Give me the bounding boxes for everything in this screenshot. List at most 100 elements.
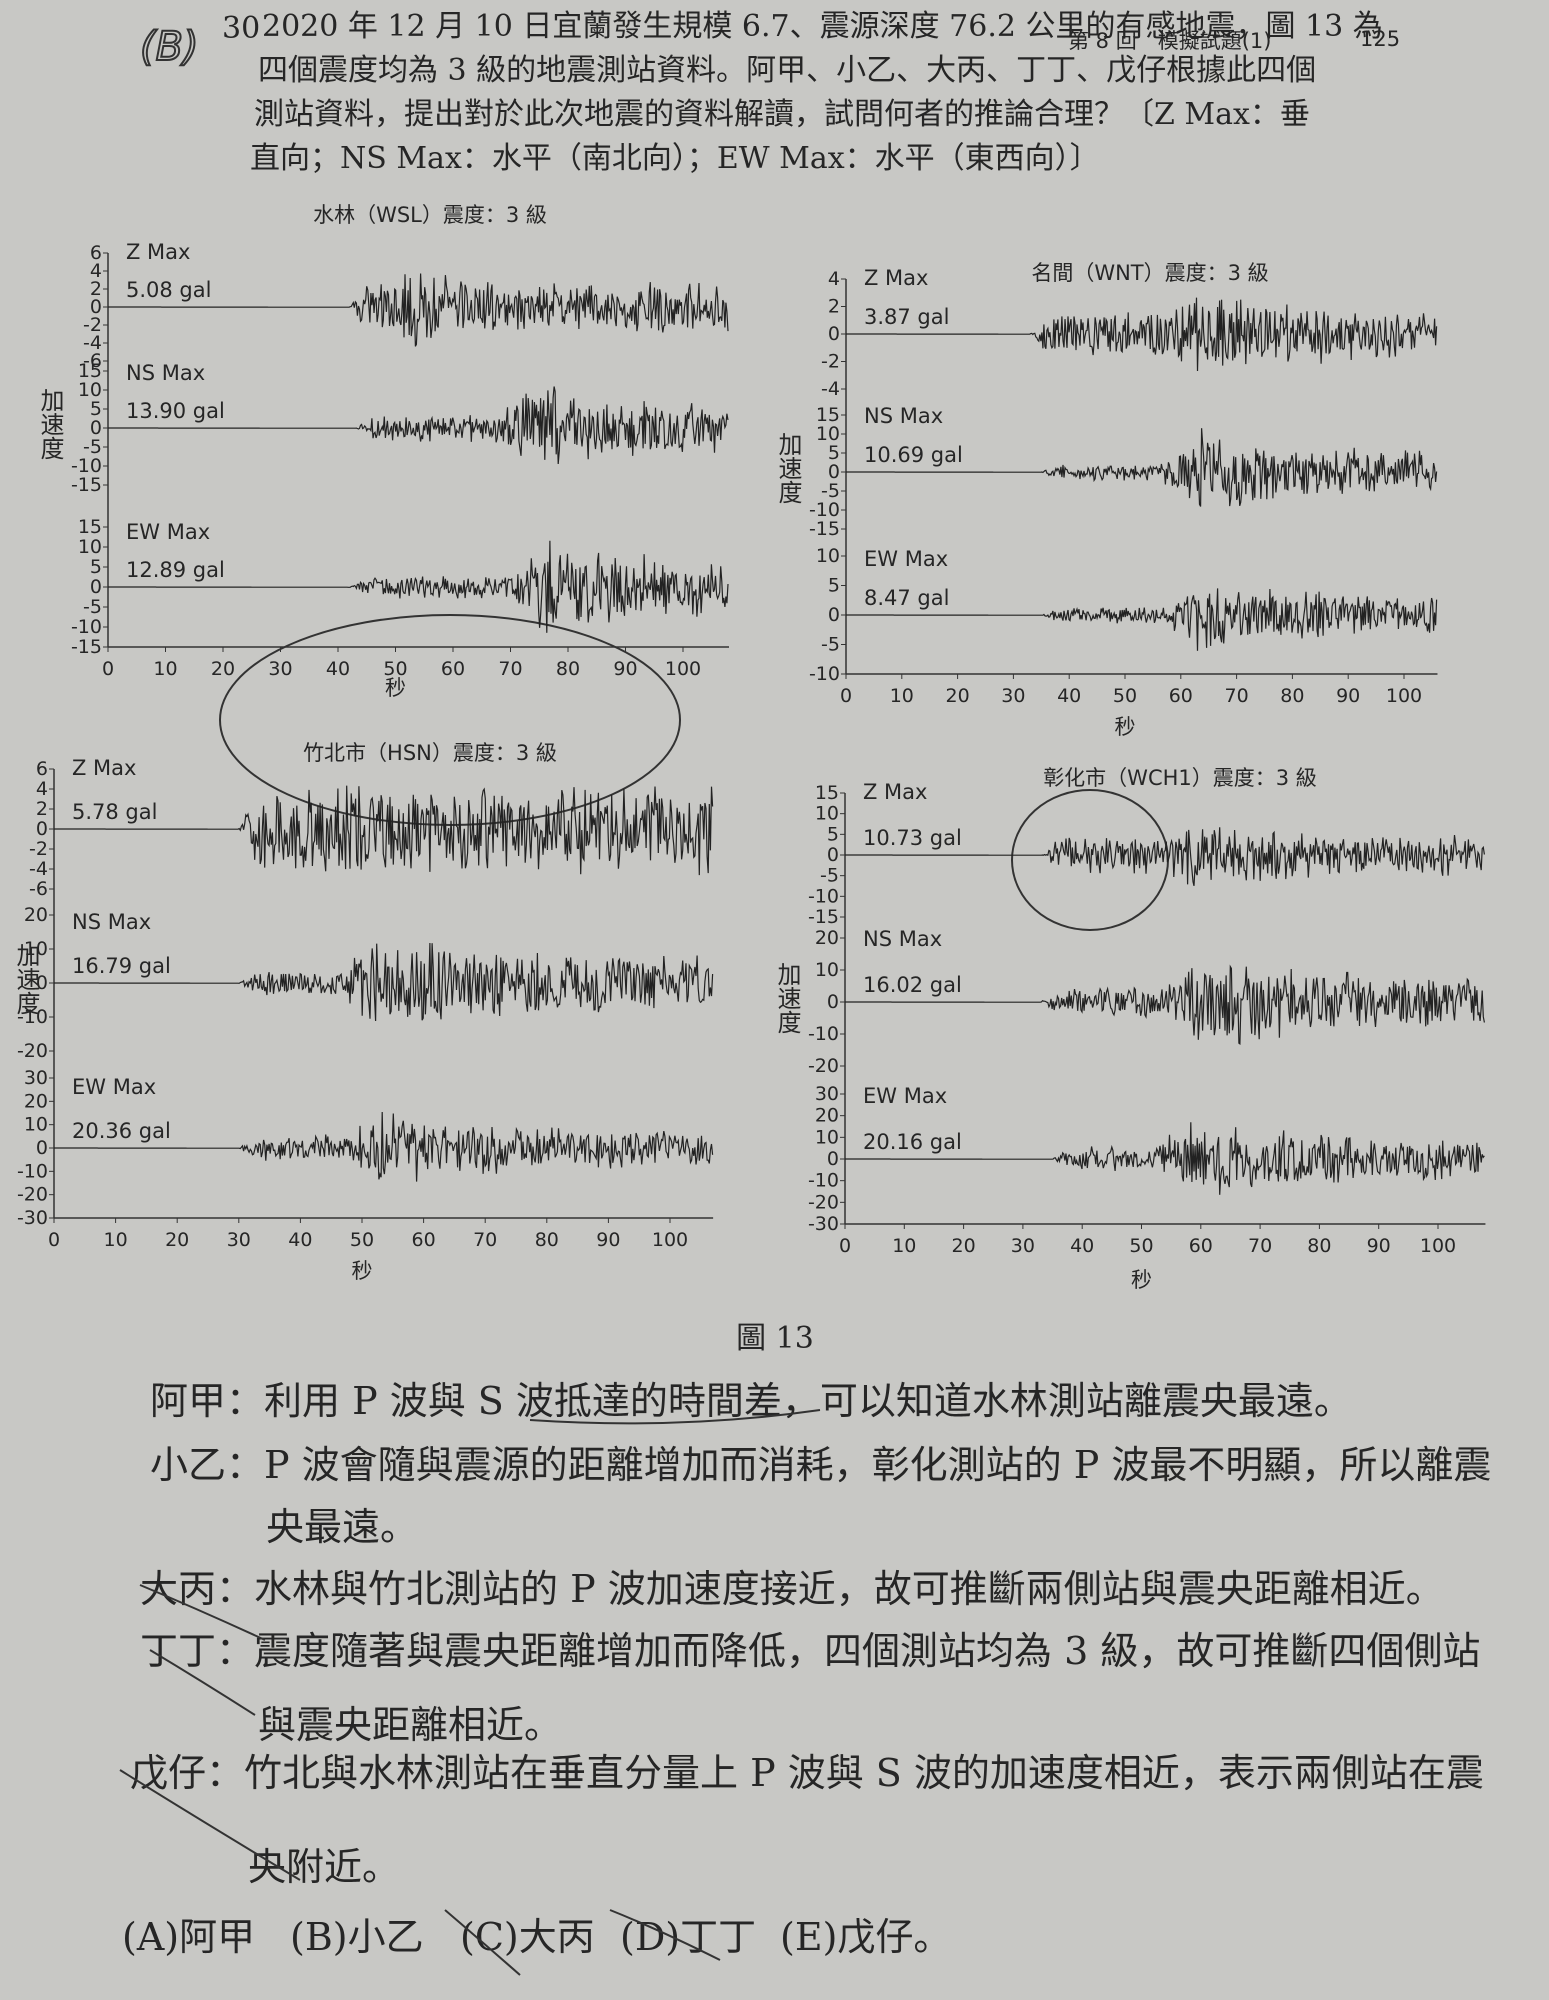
y-tick-label: -30 xyxy=(17,1207,48,1229)
y-tick-label: 10 xyxy=(815,1126,839,1148)
waveform xyxy=(846,588,1438,651)
y-tick-label: -10 xyxy=(808,1023,839,1045)
y-tick-label: 10 xyxy=(78,379,102,401)
answer-mark: (B) xyxy=(140,24,199,70)
option: (C)大丙 xyxy=(460,1915,595,1959)
x-tick-label: 80 xyxy=(1280,685,1304,707)
x-tick-label: 40 xyxy=(1057,685,1081,707)
y-tick-label: 0 xyxy=(827,1148,839,1170)
component-max: 16.02 gal xyxy=(863,973,962,997)
y-tick-label: -15 xyxy=(71,636,102,658)
circle xyxy=(219,614,681,826)
y-tick-label: -10 xyxy=(809,499,840,521)
statement-line: 戊仔：竹北與水林測站在垂直分量上 P 波與 S 波的加速度相近，表示兩側站在震 xyxy=(130,1751,1484,1795)
y-tick-label: -15 xyxy=(809,518,840,540)
strike xyxy=(119,1769,301,1881)
y-tick-label: 4 xyxy=(828,268,840,290)
y-tick-label: 0 xyxy=(827,991,839,1013)
strike xyxy=(149,1649,256,1716)
x-tick-label: 20 xyxy=(946,685,970,707)
y-tick-label: 10 xyxy=(24,1114,48,1136)
option: (D)丁丁 xyxy=(620,1915,756,1959)
y-tick-label: -2 xyxy=(29,838,48,860)
y-tick-label: -20 xyxy=(17,1184,48,1206)
x-tick-label: 80 xyxy=(1307,1235,1331,1257)
y-tick-label: -5 xyxy=(83,596,102,618)
statement-line: 阿甲：利用 P 波與 S 波抵達的時間差，可以知道水林測站離震央最遠。 xyxy=(150,1379,1352,1423)
y-tick-label: 20 xyxy=(815,1105,839,1127)
y-tick-label: -20 xyxy=(17,1040,48,1062)
component-max: 20.36 gal xyxy=(72,1119,171,1143)
component-max: 5.08 gal xyxy=(126,278,211,302)
component-label: NS Max xyxy=(863,927,942,951)
y-tick-label: -5 xyxy=(820,865,839,887)
y-tick-label: -10 xyxy=(71,616,102,638)
x-tick-label: 20 xyxy=(952,1235,976,1257)
y-tick-label: 0 xyxy=(90,576,102,598)
option: (B)小乙 xyxy=(290,1915,424,1959)
x-tick-label: 0 xyxy=(839,1235,851,1257)
y-axis-label: 加速度 xyxy=(12,943,40,1015)
y-tick-label: 4 xyxy=(90,260,102,282)
waveform xyxy=(846,428,1438,507)
x-tick-label: 100 xyxy=(665,658,701,680)
waveform xyxy=(845,964,1485,1046)
y-tick-label: 0 xyxy=(828,461,840,483)
y-tick-label: 10 xyxy=(78,536,102,558)
x-tick-label: 10 xyxy=(104,1229,128,1251)
y-tick-label: 5 xyxy=(90,556,102,578)
x-tick-label: 100 xyxy=(1420,1235,1456,1257)
y-tick-label: 30 xyxy=(815,1083,839,1105)
statement-line: 小乙：P 波會隨與震源的距離增加而消耗，彰化測站的 P 波最不明顯，所以離震 xyxy=(150,1443,1491,1487)
y-tick-label: -10 xyxy=(808,885,839,907)
station-title: 名間（WNT）震度：3 級 xyxy=(1031,261,1268,285)
y-tick-label: 0 xyxy=(828,323,840,345)
x-tick-label: 50 xyxy=(1113,685,1137,707)
y-tick-label: -15 xyxy=(71,474,102,496)
x-tick-label: 70 xyxy=(473,1229,497,1251)
waveform xyxy=(846,297,1438,372)
x-axis-label: 秒 xyxy=(1131,1268,1152,1292)
component-max: 20.16 gal xyxy=(863,1130,962,1154)
y-tick-label: 5 xyxy=(827,823,839,845)
x-tick-label: 10 xyxy=(892,1235,916,1257)
y-tick-label: 10 xyxy=(815,959,839,981)
statement-line: 央最遠。 xyxy=(266,1505,418,1549)
y-tick-label: -10 xyxy=(808,1170,839,1192)
x-tick-label: 50 xyxy=(350,1229,374,1251)
component-label: Z Max xyxy=(863,780,927,804)
statement-line: 丁丁：震度隨著與震央距離增加而降低，四個測站均為 3 級，故可推斷四個側站 xyxy=(140,1629,1480,1673)
pen-marks xyxy=(119,614,1169,1976)
waveform xyxy=(108,273,729,347)
x-tick-label: 20 xyxy=(165,1229,189,1251)
y-tick-label: -5 xyxy=(821,480,840,502)
y-tick-label: 5 xyxy=(90,398,102,420)
component-max: 8.47 gal xyxy=(864,586,949,610)
y-tick-label: -4 xyxy=(821,378,840,400)
y-tick-label: -4 xyxy=(83,332,102,354)
y-tick-label: -10 xyxy=(17,1160,48,1182)
component-label: Z Max xyxy=(126,240,190,264)
y-tick-label: 15 xyxy=(816,404,840,426)
waveform xyxy=(54,1111,714,1182)
waveform xyxy=(845,827,1485,887)
component-max: 16.79 gal xyxy=(72,954,171,978)
x-tick-label: 0 xyxy=(840,685,852,707)
x-tick-label: 40 xyxy=(288,1229,312,1251)
underline xyxy=(529,1409,821,1425)
x-tick-label: 40 xyxy=(1070,1235,1094,1257)
waveform xyxy=(108,386,729,465)
x-tick-label: 70 xyxy=(498,658,522,680)
x-tick-label: 50 xyxy=(1129,1235,1153,1257)
statement-line: 央附近。 xyxy=(248,1845,400,1889)
y-tick-label: 20 xyxy=(815,927,839,949)
question-line: 測站資料，提出對於此次地震的資料解讀，試問何者的推論合理？〔Z Max：垂 xyxy=(254,97,1310,132)
component-label: EW Max xyxy=(863,1084,947,1108)
y-tick-label: 0 xyxy=(36,972,48,994)
waveform xyxy=(54,785,714,876)
component-label: NS Max xyxy=(864,404,943,428)
x-tick-label: 60 xyxy=(441,658,465,680)
y-axis-label: 加速度 xyxy=(774,432,802,504)
y-tick-label: 20 xyxy=(24,904,48,926)
question-line: 2020 年 12 月 10 日宜蘭發生規模 6.7、震源深度 76.2 公里的… xyxy=(262,9,1383,44)
